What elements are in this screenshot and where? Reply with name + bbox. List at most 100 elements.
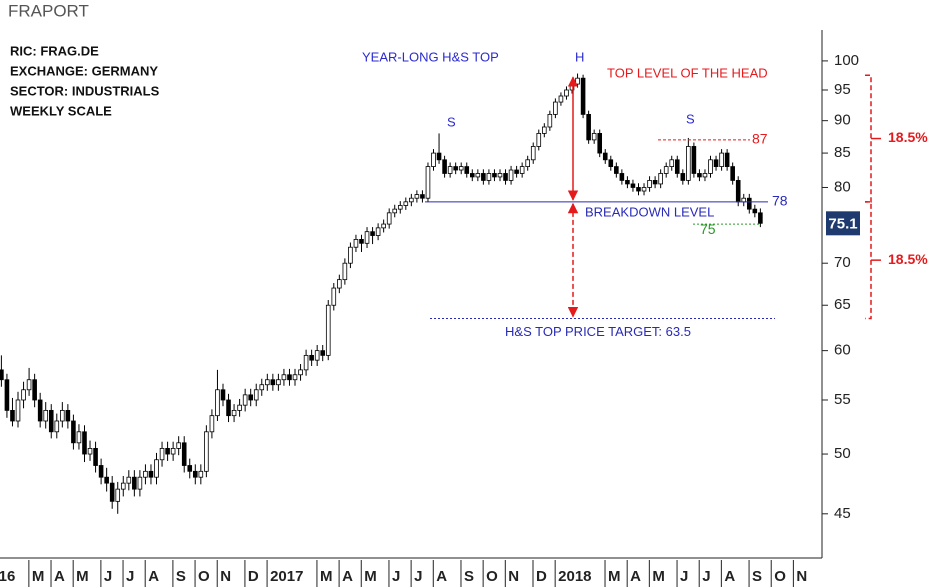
candle-body	[586, 113, 591, 141]
candle-body	[364, 231, 370, 244]
x-tick-label: M	[320, 568, 333, 585]
candle-body	[614, 166, 619, 174]
candle-body	[414, 194, 420, 199]
level-value: 78	[772, 193, 788, 209]
candle-body	[719, 152, 724, 167]
x-tick-label: N	[508, 568, 519, 585]
candle-body	[98, 465, 104, 478]
candle-body	[458, 166, 464, 171]
annotation: S	[447, 114, 456, 129]
candle-body	[530, 146, 536, 161]
x-tick-label: M	[32, 568, 45, 585]
candle-body	[558, 95, 564, 103]
candle-body	[65, 409, 71, 422]
x-tick-label: J	[104, 568, 112, 585]
x-tick-label: A	[342, 568, 353, 585]
y-tick-label: 80	[834, 178, 851, 195]
annotation: H	[575, 49, 584, 64]
candle-body	[453, 166, 458, 171]
candle-body	[674, 159, 680, 174]
candle-body	[10, 409, 15, 422]
x-tick-label: O	[774, 568, 786, 585]
candle-body	[697, 173, 702, 178]
candle-body	[752, 208, 758, 214]
candle-body	[71, 420, 76, 444]
candle-body	[464, 166, 470, 174]
candle-body	[298, 369, 303, 376]
candle-body	[359, 239, 364, 244]
candle-body	[154, 459, 159, 478]
candle-body	[602, 152, 608, 161]
x-tick-label: S	[176, 568, 186, 585]
candle-body	[746, 197, 752, 210]
candle-body	[680, 173, 686, 181]
candle-body	[281, 374, 287, 381]
candle-body	[120, 482, 126, 490]
candle-body	[409, 197, 414, 203]
candle-body	[447, 166, 453, 174]
measure-label: 18.5%	[888, 251, 928, 267]
candle-body	[231, 409, 237, 417]
candle-body	[115, 488, 121, 502]
measure-label: 18.5%	[888, 129, 928, 145]
candle-body	[542, 126, 547, 134]
candle-body	[181, 442, 187, 466]
candle-body	[93, 448, 98, 466]
measure-bracket	[865, 201, 872, 320]
x-tick-label: J	[680, 568, 688, 585]
candle-body	[492, 173, 497, 178]
candle-body	[82, 431, 87, 455]
candle-body	[292, 374, 298, 381]
candle-body	[425, 166, 431, 199]
candle-body	[641, 187, 647, 192]
x-tick-label: J	[414, 568, 422, 585]
candle-body	[669, 159, 675, 167]
candle-body	[735, 180, 741, 203]
candle-body	[137, 476, 143, 490]
candle-body	[104, 476, 109, 484]
level-value: 87	[752, 131, 768, 147]
candle-body	[481, 173, 486, 181]
candle-body	[431, 152, 436, 167]
candle-body	[176, 442, 181, 449]
candle-body	[442, 159, 447, 174]
candle-body	[220, 389, 226, 401]
candle-body	[702, 173, 708, 178]
x-tick-label: A	[436, 568, 447, 585]
y-tick-label: 60	[834, 342, 851, 359]
candle-body	[381, 223, 386, 229]
candle-body	[597, 133, 603, 154]
candle-body	[469, 173, 475, 178]
level-label: H&S TOP PRICE TARGET: 63.5	[505, 324, 691, 339]
y-tick-label: 50	[834, 445, 851, 462]
x-tick-label: N	[796, 568, 807, 585]
chart-title: FRAPORT	[8, 1, 89, 20]
candle-body	[143, 470, 148, 478]
y-tick-label: 85	[834, 144, 851, 161]
candle-body	[386, 212, 392, 225]
candle-body	[248, 394, 253, 401]
y-tick-label: 55	[834, 391, 851, 408]
candle-body	[204, 431, 209, 472]
candle-body	[375, 227, 381, 236]
candle-body	[337, 279, 342, 289]
level-value: 75	[700, 221, 716, 237]
candle-body	[26, 379, 32, 391]
annotation: S	[686, 111, 695, 126]
candle-body	[0, 369, 4, 381]
level-label: BREAKDOWN LEVEL	[585, 204, 714, 219]
candle-body	[253, 389, 259, 401]
candle-body	[353, 239, 359, 248]
x-tick-label: A	[630, 568, 641, 585]
candle-body	[226, 399, 231, 417]
candle-body	[547, 113, 553, 128]
candle-body	[636, 187, 641, 192]
x-tick-label: O	[486, 568, 498, 585]
level-label: TOP LEVEL OF THE HEAD	[607, 66, 768, 81]
candle-body	[713, 159, 719, 167]
candle-body	[625, 180, 630, 185]
candle-body	[331, 287, 337, 306]
candle-body	[4, 379, 10, 411]
y-tick-label: 95	[834, 81, 851, 98]
x-tick-label: M	[364, 568, 377, 585]
